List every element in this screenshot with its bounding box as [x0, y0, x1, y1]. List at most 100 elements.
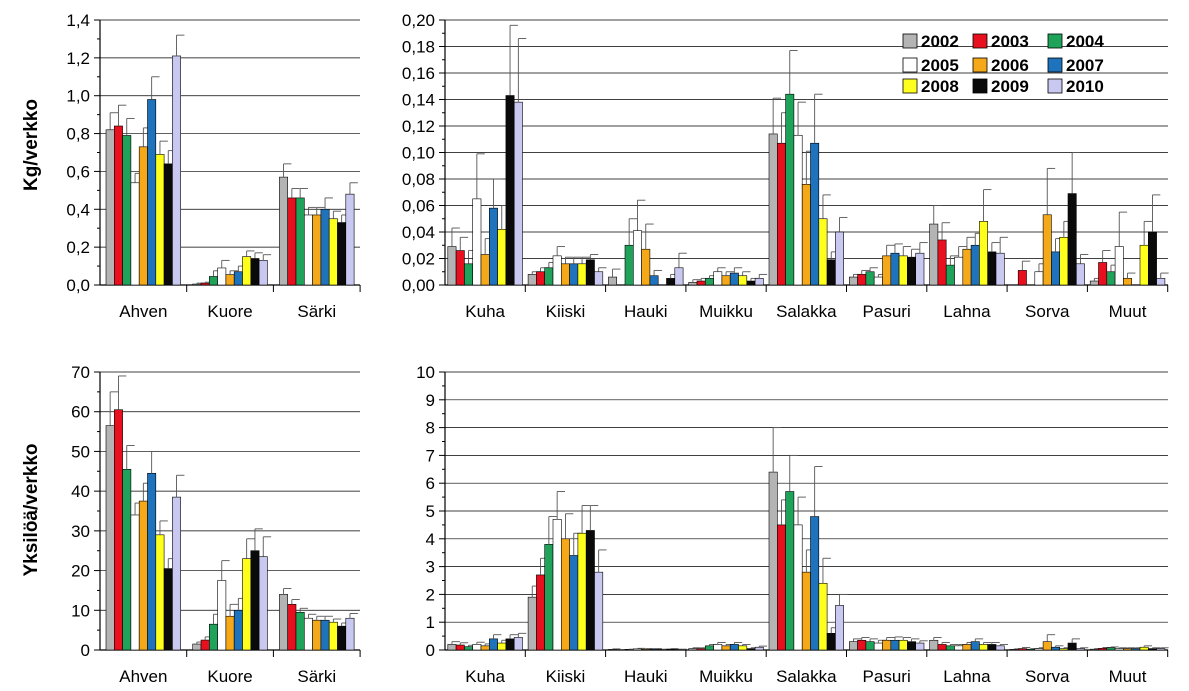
- x-tick-label: Salakka: [776, 667, 837, 686]
- bar: [225, 615, 235, 651]
- bar: [1067, 642, 1077, 651]
- bar: [472, 198, 482, 286]
- legend-swatch: [1047, 78, 1063, 94]
- y-tick-label: 0,14: [402, 91, 435, 110]
- bar: [513, 101, 523, 286]
- legend: 2002 2003 2004 2005 2006 2007 2008 2009 2010: [902, 32, 1104, 96]
- bar: [746, 648, 756, 651]
- bar: [873, 276, 883, 286]
- bar: [1076, 648, 1085, 651]
- bar: [585, 530, 595, 651]
- legend-label: 2003: [991, 32, 1029, 51]
- bar: [929, 639, 939, 651]
- bar: [488, 207, 498, 286]
- bar: [172, 496, 181, 651]
- bar: [713, 644, 723, 651]
- bar: [287, 197, 297, 286]
- bar: [217, 267, 227, 286]
- bar: [632, 648, 642, 651]
- bar: [945, 264, 955, 286]
- legend-label: 2008: [921, 77, 959, 96]
- x-tick-label: Muut: [1109, 667, 1147, 686]
- bar: [713, 271, 723, 286]
- bar: [303, 214, 313, 286]
- bar: [1098, 648, 1108, 651]
- bar: [848, 641, 858, 651]
- bar: [810, 142, 820, 286]
- bar: [704, 278, 714, 286]
- x-tick-label: Muikku: [699, 667, 753, 686]
- bar: [1042, 214, 1052, 286]
- bar: [320, 619, 330, 651]
- bar: [915, 642, 925, 651]
- y-tick-label: 0,4: [66, 200, 90, 219]
- legend-label: 2005: [921, 56, 959, 75]
- bar: [835, 231, 845, 286]
- legend-label: 2002: [921, 32, 959, 51]
- bar: [200, 639, 210, 651]
- bar: [1131, 648, 1141, 651]
- y-tick-label: 0,8: [66, 125, 90, 144]
- legend-swatch: [1047, 57, 1063, 73]
- bar: [560, 263, 570, 286]
- bar: [776, 142, 786, 286]
- bar: [295, 611, 305, 651]
- y-axis-label-bottom: Yksilöä/verkko: [21, 443, 42, 576]
- bar: [455, 644, 465, 651]
- bar: [608, 276, 618, 286]
- bar: [577, 532, 587, 651]
- bar: [898, 639, 908, 651]
- x-tick-label: Särki: [297, 667, 336, 686]
- bar: [303, 617, 313, 651]
- bar: [848, 276, 858, 286]
- x-tick-label: Kiiski: [546, 667, 586, 686]
- legend-label: 2009: [991, 77, 1029, 96]
- y-tick-label: 2: [426, 585, 435, 604]
- bar: [890, 252, 900, 286]
- legend-swatch: [1047, 33, 1063, 49]
- y-tick-label: 1,0: [66, 87, 90, 106]
- y-tick-label: 0,18: [402, 38, 435, 57]
- bar: [1098, 262, 1108, 286]
- y-tick-label: 0,2: [66, 238, 90, 257]
- bar: [250, 550, 260, 651]
- bar: [328, 218, 338, 286]
- chart-panel-top-right: 0,00 0,02 0,04 0,06 0,08 0,10 0,12 0,14 0,16 0,18…: [402, 11, 1169, 321]
- x-tick-label: Sorva: [1025, 667, 1070, 686]
- bar: [225, 274, 235, 286]
- x-tick-label: Kuha: [465, 302, 505, 321]
- bar: [250, 258, 260, 286]
- bar: [818, 218, 828, 286]
- bar: [857, 639, 867, 651]
- bar: [954, 645, 964, 651]
- bar: [907, 641, 917, 651]
- chart-panel-bottom-left: 0 10 20 30 40 50 60 70 Ahven Kuore Särki: [71, 363, 361, 686]
- bar: [1106, 271, 1116, 286]
- bar: [122, 468, 132, 651]
- bar: [172, 55, 181, 286]
- bar: [688, 282, 698, 286]
- legend-swatch: [972, 78, 988, 94]
- y-tick-label: 0,08: [402, 170, 435, 189]
- bar: [1059, 648, 1069, 651]
- y-tick-label: 0,0: [66, 276, 90, 295]
- bar: [513, 637, 523, 651]
- bar: [1123, 648, 1133, 651]
- bar: [915, 252, 925, 286]
- bar: [608, 649, 618, 651]
- bar: [209, 276, 218, 286]
- bar: [818, 582, 828, 651]
- bar: [907, 256, 917, 286]
- bar: [1034, 648, 1044, 651]
- bar: [312, 619, 322, 651]
- bar: [865, 271, 875, 286]
- bar: [552, 255, 562, 286]
- y-tick-label: 0: [81, 641, 90, 660]
- y-axis-label-top: Kg/verkko: [21, 99, 42, 191]
- legend-swatch: [972, 57, 988, 73]
- bar: [114, 125, 123, 286]
- bar: [632, 230, 642, 286]
- bar: [569, 263, 579, 286]
- bar: [1089, 280, 1099, 286]
- bar: [480, 645, 490, 651]
